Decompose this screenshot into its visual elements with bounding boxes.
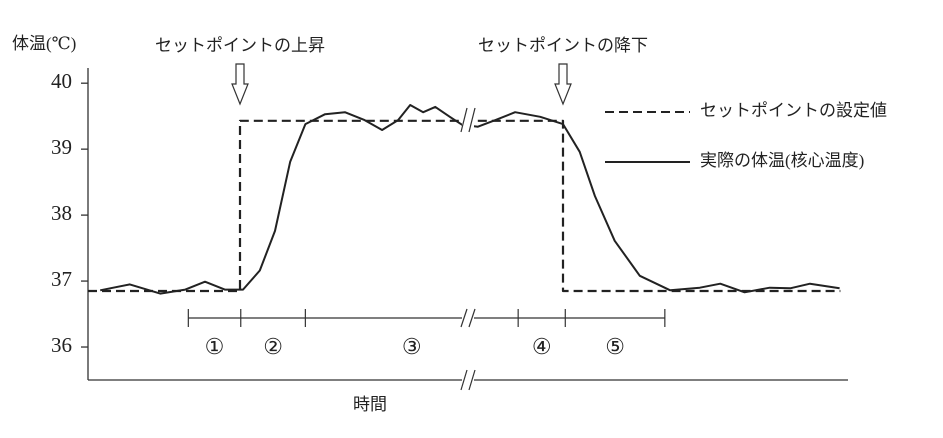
phase-label: ③ (402, 334, 422, 359)
break-mark (468, 308, 476, 328)
series-line (88, 119, 841, 293)
series-line (100, 104, 840, 295)
y-tick-label: 40 (51, 69, 72, 93)
annotation-arrow (231, 63, 249, 106)
break-mark (468, 107, 476, 133)
legend-label: 実際の体温(核心温度) (700, 151, 864, 170)
y-tick-label: 39 (51, 135, 72, 159)
y-axis-label: 体温(℃) (12, 34, 76, 53)
y-tick-label: 36 (51, 333, 72, 357)
annotation: セットポイントの降下 (478, 36, 648, 55)
phase-label: ④ (532, 334, 552, 359)
y-tick-label: 37 (51, 267, 72, 291)
phase-label: ① (205, 334, 225, 359)
break-mark (460, 107, 468, 133)
annotation: セットポイントの上昇 (155, 36, 325, 55)
x-axis-label: 時間 (353, 395, 387, 414)
phase-label: ② (263, 334, 283, 359)
annotation-arrow (554, 63, 572, 106)
y-tick-label: 38 (51, 201, 72, 225)
break-mark (468, 369, 476, 391)
break-mark (460, 369, 468, 391)
legend-label: セットポイントの設定値 (700, 101, 887, 120)
break-mark (460, 308, 468, 328)
phase-label: ⑤ (605, 334, 625, 359)
